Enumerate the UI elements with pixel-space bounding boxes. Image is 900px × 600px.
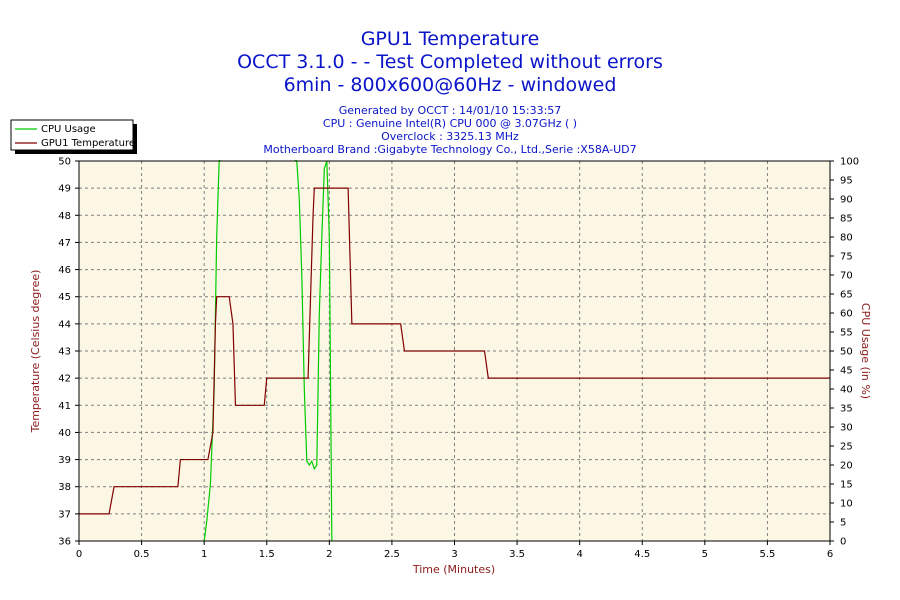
y-axis-left-title: Temperature (Celsius degree) — [29, 270, 42, 434]
legend-label-gpu1-temperature: GPU1 Temperature — [41, 138, 135, 149]
y-right-tick-label: 80 — [840, 233, 853, 244]
y-left-tick-label: 39 — [58, 455, 71, 466]
y-right-tick-label: 45 — [840, 366, 853, 377]
cpu-info: CPU : Genuine Intel(R) CPU 000 @ 3.07GHz… — [323, 117, 577, 130]
y-right-tick-label: 10 — [840, 499, 853, 510]
series-layer — [79, 160, 830, 542]
y-left-tick-label: 50 — [58, 157, 71, 168]
y-right-tick-label: 75 — [840, 252, 853, 263]
y-left-tick-label: 43 — [58, 347, 71, 358]
y-right-tick-label: 95 — [840, 176, 853, 187]
y-left-tick-label: 42 — [58, 374, 71, 385]
y-right-tick-label: 35 — [840, 404, 853, 415]
x-tick-label: 2.5 — [384, 549, 400, 560]
x-axis-title: Time (Minutes) — [412, 563, 495, 576]
y-left-tick-label: 49 — [58, 184, 71, 195]
y-right-tick-label: 85 — [840, 214, 853, 225]
y-left-tick-label: 41 — [58, 401, 71, 412]
y-right-tick-label: 40 — [840, 385, 853, 396]
y-right-tick-label: 30 — [840, 423, 853, 434]
y-right-tick-label: 100 — [840, 157, 859, 168]
x-tick-label: 1.5 — [259, 549, 275, 560]
y-right-tick-label: 50 — [840, 347, 853, 358]
y-left-tick-label: 45 — [58, 292, 71, 303]
y-right-tick-label: 20 — [840, 461, 853, 472]
x-tick-label: 1 — [201, 549, 207, 560]
chart-title-line-2: OCCT 3.1.0 - - Test Completed without er… — [237, 51, 663, 73]
y-left-tick-label: 47 — [58, 238, 71, 249]
x-tick-label: 2 — [326, 549, 332, 560]
chart-title-line-3: 6min - 800x600@60Hz - windowed — [284, 74, 617, 96]
y-left-tick-label: 36 — [58, 537, 71, 548]
motherboard-info: Motherboard Brand :Gigabyte Technology C… — [263, 143, 636, 156]
legend: CPU Usage GPU1 Temperature — [10, 119, 137, 154]
y-left-tick-label: 38 — [58, 482, 71, 493]
x-tick-label: 6 — [827, 549, 833, 560]
series-line-gpu1-temperature — [79, 187, 830, 515]
x-tick-label: 3.5 — [509, 549, 525, 560]
x-tick-label: 4 — [576, 549, 582, 560]
generated-info: Generated by OCCT : 14/01/10 15:33:57 — [339, 104, 562, 117]
grid-lines — [79, 161, 830, 541]
y-right-tick-label: 55 — [840, 328, 853, 339]
y-left-tick-label: 48 — [58, 211, 71, 222]
x-tick-label: 3 — [451, 549, 457, 560]
y-right-tick-label: 60 — [840, 309, 853, 320]
x-tick-label: 4.5 — [634, 549, 650, 560]
x-tick-label: 5 — [702, 549, 708, 560]
x-tick-label: 0.5 — [134, 549, 150, 560]
y-right-tick-label: 90 — [840, 195, 853, 206]
chart-title: GPU1 Temperature — [361, 28, 540, 50]
y-left-tick-label: 46 — [58, 265, 71, 276]
tick-layer: 0 0.5 1 1.5 2 2.5 3 3.5 4 4.5 5 5.5 6 36 37 38 39 40 41 42 4… — [58, 157, 859, 561]
y-right-tick-label: 5 — [840, 518, 846, 529]
y-left-tick-label: 37 — [58, 509, 71, 520]
series-line-cpu-usage — [203, 160, 333, 542]
y-right-tick-label: 25 — [840, 442, 853, 453]
y-left-tick-label: 40 — [58, 428, 71, 439]
y-right-tick-label: 70 — [840, 271, 853, 282]
legend-box — [10, 119, 134, 151]
overclock-info: Overclock : 3325.13 MHz — [381, 130, 519, 143]
legend-label-cpu-usage: CPU Usage — [41, 124, 96, 135]
x-tick-label: 5.5 — [759, 549, 775, 560]
y-axis-right-title: CPU Usage (in %) — [859, 303, 872, 399]
y-right-tick-label: 15 — [840, 480, 853, 491]
y-left-tick-label: 44 — [58, 319, 71, 330]
y-right-tick-label: 0 — [840, 537, 846, 548]
y-right-tick-label: 65 — [840, 290, 853, 301]
x-tick-label: 0 — [76, 549, 82, 560]
